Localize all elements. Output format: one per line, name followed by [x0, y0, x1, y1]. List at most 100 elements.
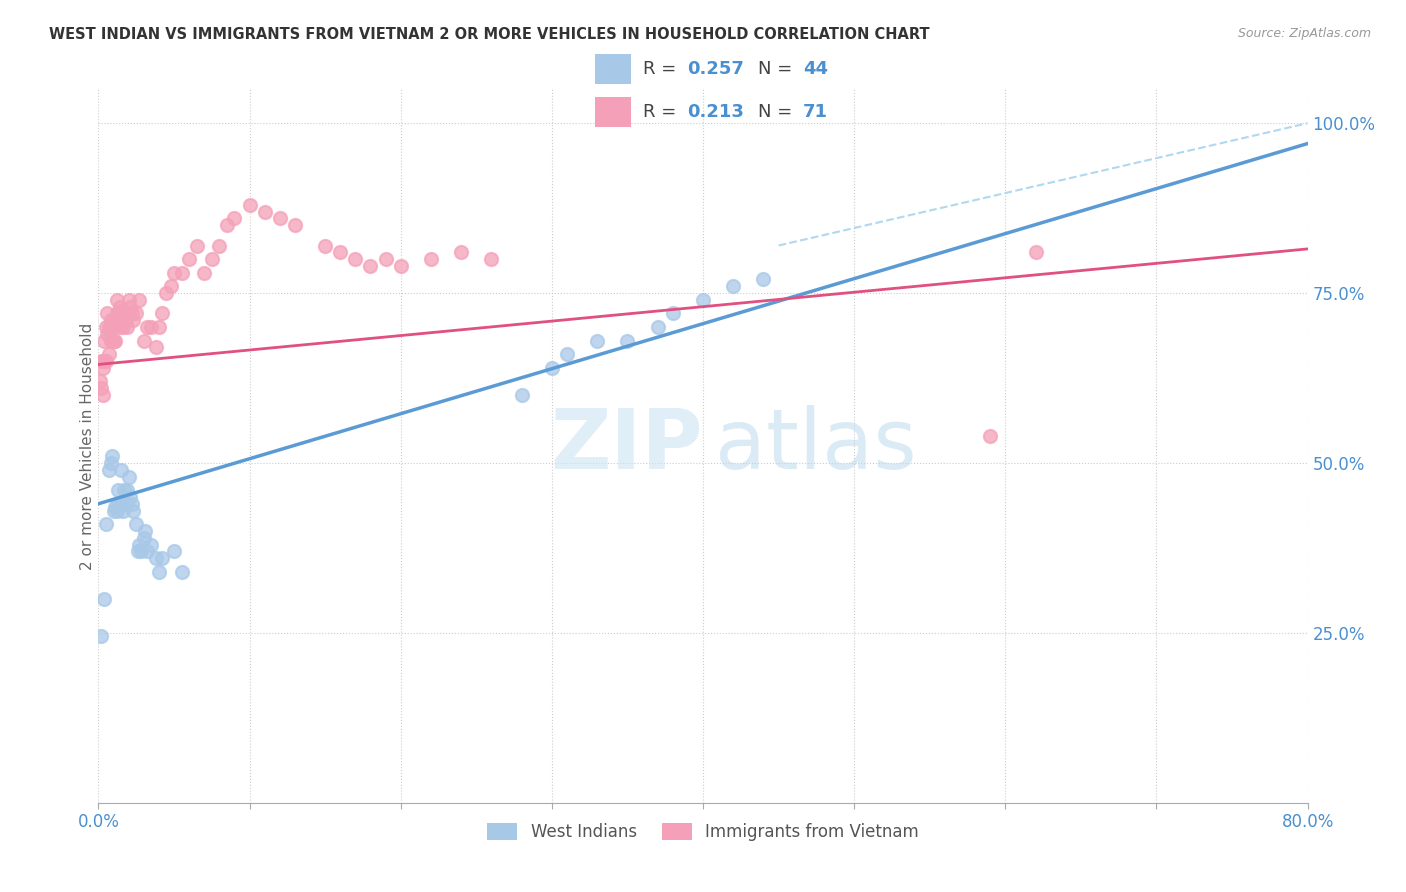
Point [112, 306, 135, 320]
Point [163, 544, 186, 558]
Point [114, 497, 136, 511]
Point [450, 245, 472, 260]
Point [128, 537, 150, 551]
Point [224, 211, 246, 226]
Point [170, 565, 193, 579]
Point [110, 306, 132, 320]
Point [98, 320, 121, 334]
Point [135, 320, 157, 334]
Point [269, 211, 291, 226]
Point [125, 306, 148, 320]
Point [134, 524, 156, 538]
Point [616, 334, 638, 348]
Point [481, 252, 503, 266]
Point [193, 266, 215, 280]
Point [105, 293, 128, 307]
Point [100, 313, 122, 327]
Point [103, 503, 125, 517]
Point [90, 629, 112, 643]
Point [100, 456, 122, 470]
Text: 44: 44 [803, 60, 828, 78]
Point [107, 313, 129, 327]
Point [93, 354, 115, 368]
Point [107, 497, 129, 511]
Point [105, 503, 128, 517]
Legend: West Indians, Immigrants from Vietnam: West Indians, Immigrants from Vietnam [481, 816, 925, 848]
Point [121, 306, 143, 320]
Point [555, 347, 578, 361]
Point [120, 300, 142, 314]
Point [284, 218, 307, 232]
Text: atlas: atlas [716, 406, 917, 486]
Point [208, 238, 231, 252]
Point [420, 252, 443, 266]
Point [100, 334, 122, 348]
Point [111, 320, 134, 334]
Point [93, 591, 115, 606]
Point [647, 320, 669, 334]
Point [253, 204, 276, 219]
Point [101, 320, 124, 334]
Point [94, 320, 117, 334]
Point [692, 293, 714, 307]
Point [141, 320, 163, 334]
Point [160, 279, 183, 293]
Point [93, 334, 115, 348]
Point [145, 341, 167, 355]
Point [148, 565, 170, 579]
Point [108, 300, 131, 314]
Point [128, 293, 150, 307]
Y-axis label: 2 or more Vehicles in Household: 2 or more Vehicles in Household [80, 322, 94, 570]
Point [239, 198, 262, 212]
Point [98, 463, 121, 477]
Point [90, 354, 112, 368]
Point [132, 531, 155, 545]
Bar [595, 97, 631, 127]
Point [661, 306, 683, 320]
Point [101, 449, 124, 463]
Point [110, 313, 132, 327]
Point [90, 381, 112, 395]
Text: 0.257: 0.257 [688, 60, 744, 78]
Point [510, 388, 533, 402]
Point [89, 375, 111, 389]
Text: 0.213: 0.213 [688, 103, 744, 121]
Point [344, 252, 367, 266]
Point [107, 306, 129, 320]
Point [132, 334, 155, 348]
Text: N =: N = [758, 60, 797, 78]
Point [329, 245, 352, 260]
Text: 71: 71 [803, 103, 828, 121]
Point [586, 334, 609, 348]
Text: ZIP: ZIP [551, 406, 703, 486]
Point [148, 320, 170, 334]
Point [105, 306, 128, 320]
Point [94, 354, 117, 368]
Point [1024, 245, 1046, 260]
Point [94, 517, 117, 532]
Point [127, 544, 149, 558]
Text: N =: N = [758, 103, 797, 121]
Point [120, 490, 142, 504]
Text: R =: R = [643, 60, 682, 78]
Point [115, 320, 138, 334]
Point [186, 238, 208, 252]
Point [145, 551, 167, 566]
Point [112, 483, 135, 498]
Text: R =: R = [643, 103, 682, 121]
Point [360, 259, 382, 273]
Point [114, 313, 136, 327]
Point [141, 537, 163, 551]
Point [104, 313, 127, 327]
Point [215, 218, 238, 232]
Point [110, 463, 132, 477]
Point [96, 306, 118, 320]
Point [150, 306, 173, 320]
Point [155, 286, 177, 301]
Point [104, 334, 127, 348]
Point [91, 388, 114, 402]
Point [389, 259, 412, 273]
Point [129, 544, 152, 558]
Text: WEST INDIAN VS IMMIGRANTS FROM VIETNAM 2 OR MORE VEHICLES IN HOUSEHOLD CORRELATI: WEST INDIAN VS IMMIGRANTS FROM VIETNAM 2… [49, 27, 929, 42]
Point [374, 252, 396, 266]
